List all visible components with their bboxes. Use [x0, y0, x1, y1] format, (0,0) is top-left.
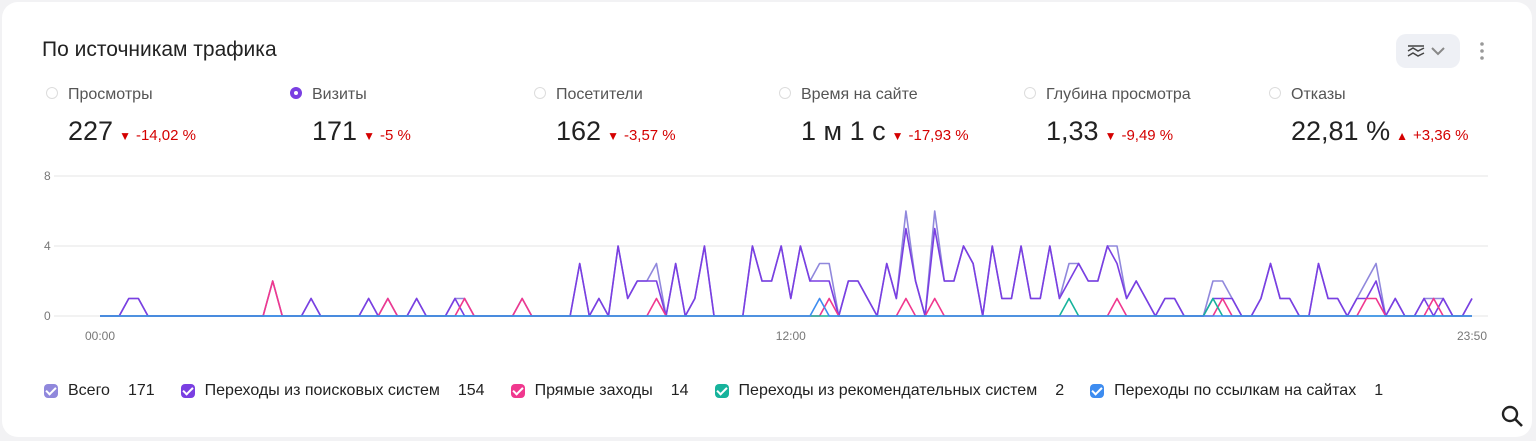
- chart: 0 4 8 00:00 12:00 23:50: [44, 169, 1488, 343]
- search-icon[interactable]: [1500, 404, 1526, 430]
- legend-checkbox[interactable]: [1090, 384, 1105, 398]
- radio[interactable]: [534, 87, 546, 99]
- legend-checkbox[interactable]: [510, 384, 525, 398]
- metric[interactable]: Время на сайте 1 м 1 с ▼ -17,93 %: [779, 86, 969, 147]
- metric-name: Отказы: [1291, 86, 1346, 103]
- legend-name: Всего: [68, 382, 110, 399]
- x-tick-label: 23:50: [1457, 329, 1487, 343]
- more-button[interactable]: [1472, 40, 1492, 64]
- radio[interactable]: [1024, 87, 1036, 99]
- change-arrow: ▲: [1396, 129, 1408, 143]
- change-arrow: ▼: [891, 129, 904, 143]
- radio[interactable]: [779, 87, 791, 99]
- metric-change: -9,49 %: [1121, 127, 1174, 144]
- x-tick-label: 00:00: [85, 329, 115, 343]
- legend-checkbox[interactable]: [714, 384, 729, 398]
- metric-label-row: Просмотры: [46, 86, 196, 104]
- radio[interactable]: [1269, 87, 1281, 99]
- legend-item[interactable]: Переходы по ссылкам на сайтах 1: [1090, 382, 1383, 400]
- metric-value-row: 162 ▼ -3,57 %: [534, 116, 676, 147]
- metric-change: -5 %: [379, 127, 411, 144]
- metric-value-row: 171 ▼ -5 %: [290, 116, 411, 147]
- legend-item[interactable]: Прямые заходы 14: [510, 382, 689, 400]
- metric-label-row: Время на сайте: [779, 86, 969, 104]
- metric[interactable]: Посетители 162 ▼ -3,57 %: [534, 86, 676, 147]
- metric-name: Глубина просмотра: [1046, 86, 1191, 103]
- legend-name: Переходы по ссылкам на сайтах: [1114, 382, 1357, 399]
- metric-value-row: 22,81 % ▲ +3,36 %: [1269, 116, 1468, 147]
- metric[interactable]: Отказы 22,81 % ▲ +3,36 %: [1269, 86, 1468, 147]
- metric-value: 171: [312, 116, 358, 146]
- legend-item[interactable]: Переходы из поисковых систем 154: [180, 382, 485, 400]
- metric-value: 162: [556, 116, 602, 146]
- change-arrow: ▼: [607, 129, 619, 143]
- legend-total: 154: [457, 382, 485, 399]
- metric-change-row: ▲ +3,36 %: [1396, 127, 1468, 144]
- legend-name: Прямые заходы: [534, 382, 653, 399]
- series-line: [100, 210, 1473, 317]
- change-arrow: ▼: [119, 129, 131, 143]
- legend-name: Переходы из поисковых систем: [204, 382, 440, 399]
- metric[interactable]: Просмотры 227 ▼ -14,02 %: [46, 86, 196, 147]
- metric-change-row: ▼ -14,02 %: [119, 127, 196, 144]
- metric-change-row: ▼ -9,49 %: [1105, 127, 1174, 144]
- y-tick-label: 4: [44, 239, 51, 253]
- x-tick-label: 12:00: [776, 329, 806, 343]
- metric-change: +3,36 %: [1412, 127, 1469, 144]
- metric-value: 1 м 1 с: [801, 116, 886, 146]
- legend: Всего 171 Переходы из поисковых систем 154 П…: [44, 382, 1409, 400]
- legend-checkbox[interactable]: [180, 384, 195, 398]
- legend-name: Переходы из рекомендательных систем: [738, 382, 1038, 399]
- radio[interactable]: [290, 87, 302, 99]
- metric[interactable]: Визиты 171 ▼ -5 %: [290, 86, 411, 147]
- series-line: [100, 227, 1473, 317]
- metric-value-row: 1 м 1 с ▼ -17,93 %: [779, 116, 969, 147]
- metric-label-row: Отказы: [1269, 86, 1468, 104]
- icon: [1407, 45, 1445, 57]
- metric-name: Просмотры: [68, 86, 153, 103]
- metric-change: -17,93 %: [908, 127, 969, 144]
- metric-change-row: ▼ -5 %: [363, 127, 411, 144]
- metric-name: Визиты: [312, 86, 367, 103]
- legend-total: 1: [1374, 382, 1384, 399]
- legend-total: 171: [127, 382, 155, 399]
- metric-value: 22,81 %: [1291, 116, 1391, 146]
- metric-value-row: 1,33 ▼ -9,49 %: [1024, 116, 1191, 147]
- metric-label-row: Посетители: [534, 86, 676, 104]
- chart-settings-button[interactable]: [1396, 34, 1460, 68]
- series-line: [100, 297, 1472, 317]
- metric-label-row: Глубина просмотра: [1024, 86, 1191, 104]
- metric-change: -3,57 %: [623, 127, 676, 144]
- change-arrow: ▼: [363, 129, 375, 143]
- metric-change: -14,02 %: [135, 127, 196, 144]
- change-arrow: ▼: [1104, 129, 1117, 143]
- metric-change-row: ▼ -3,57 %: [607, 127, 676, 144]
- legend-item[interactable]: Переходы из рекомендательных систем 2: [714, 382, 1065, 400]
- metric-change-row: ▼ -17,93 %: [892, 127, 969, 144]
- radio[interactable]: [46, 87, 58, 99]
- y-tick-label: 0: [44, 309, 51, 323]
- metric[interactable]: Глубина просмотра 1,33 ▼ -9,49 %: [1024, 86, 1191, 147]
- metric-value-row: 227 ▼ -14,02 %: [46, 116, 196, 147]
- legend-checkbox[interactable]: [44, 384, 58, 398]
- metric-value: 227: [68, 116, 114, 146]
- legend-total: 2: [1055, 382, 1065, 399]
- metric-name: Время на сайте: [801, 86, 918, 103]
- legend-item[interactable]: Всего 171: [44, 382, 155, 400]
- metric-name: Посетители: [556, 86, 643, 103]
- metric-value: 1,33: [1046, 116, 1099, 146]
- legend-total: 14: [670, 382, 689, 399]
- series-line: [100, 280, 1472, 317]
- y-tick-label: 8: [44, 169, 51, 183]
- widget-title: По источникам трафика: [42, 38, 277, 61]
- metric-label-row: Визиты: [290, 86, 411, 104]
